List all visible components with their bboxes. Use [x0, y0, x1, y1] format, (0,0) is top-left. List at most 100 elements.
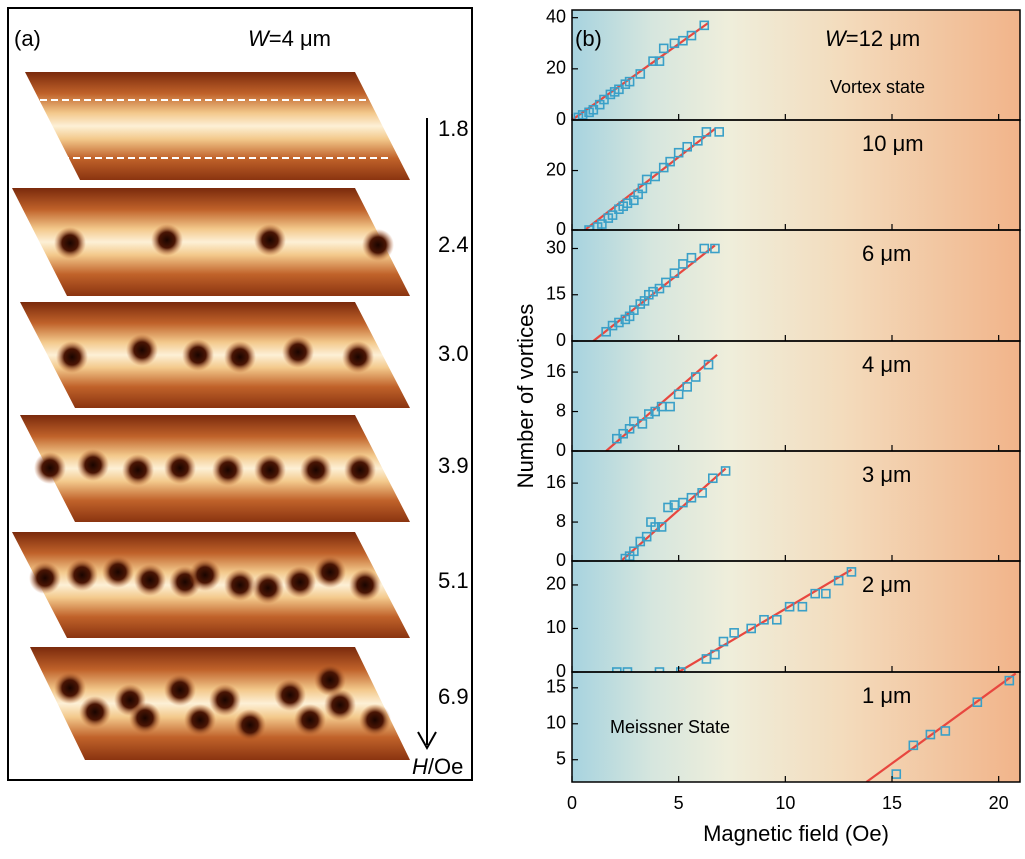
- y-tick-label: 0: [556, 550, 566, 570]
- y-tick-label: 20: [546, 159, 566, 179]
- vortex: [54, 672, 86, 704]
- x-tick-label: 10: [775, 793, 795, 813]
- arrow-head: [417, 731, 437, 751]
- data-point: [729, 628, 739, 638]
- label-text: 1 μm: [862, 683, 911, 708]
- vortex: [314, 664, 346, 696]
- vortex: [252, 572, 284, 604]
- data-point: [925, 729, 936, 740]
- data-point: [678, 35, 688, 46]
- data-point: [658, 43, 669, 54]
- panel-label: (a): [14, 26, 41, 51]
- data-point: [686, 492, 697, 503]
- y-tick-label: 40: [546, 6, 566, 26]
- fit-line: [572, 21, 710, 120]
- data-point: [710, 649, 720, 660]
- data-point: [678, 259, 688, 269]
- x-tick-label: 0: [567, 793, 577, 813]
- label-var: W: [825, 26, 848, 51]
- panel-a-frame: [7, 7, 473, 781]
- data-point: [678, 497, 688, 508]
- data-point: [650, 171, 661, 182]
- subplot-label: 10 μm: [862, 131, 924, 156]
- vortex: [129, 702, 161, 734]
- data-point: [665, 401, 675, 412]
- y-tick-label: 0: [556, 440, 566, 460]
- data-point: [607, 210, 618, 220]
- label-text: =12 μm: [846, 26, 920, 51]
- vortex: [300, 454, 332, 486]
- y-tick-label: 20: [546, 574, 566, 594]
- vortex: [189, 559, 221, 591]
- data-point: [720, 466, 731, 476]
- data-point: [797, 601, 808, 612]
- data-point: [701, 127, 712, 137]
- vortex: [324, 689, 356, 721]
- panel-a: (a) W=4 μm 1.8 2.4 3.0 3.9 5.1 6.9 H/Oe: [12, 26, 469, 779]
- vortex: [359, 704, 391, 736]
- data-point: [697, 488, 707, 498]
- label-text: 6 μm: [862, 241, 911, 266]
- data-point: [643, 409, 654, 419]
- data-point: [622, 198, 633, 209]
- data-point: [601, 326, 611, 337]
- state-note: Meissner State: [610, 717, 730, 737]
- vortex: [349, 569, 381, 601]
- fit-line: [584, 128, 716, 230]
- y-tick-label: 16: [546, 472, 566, 492]
- y-tick-label: 30: [546, 237, 566, 257]
- subplot: [611, 567, 857, 672]
- y-tick-label: 16: [546, 361, 566, 381]
- x-tick-label: 15: [882, 793, 902, 813]
- data-point: [658, 162, 669, 173]
- vortex: [184, 704, 216, 736]
- data-point: [637, 183, 648, 194]
- subplot-frame: [571, 671, 1021, 783]
- data-point: [641, 531, 652, 542]
- vortex: [182, 339, 214, 371]
- data-point: [821, 588, 831, 599]
- width-var: W: [248, 26, 271, 51]
- data-point: [629, 546, 639, 557]
- data-point: [699, 243, 710, 254]
- data-point: [614, 317, 624, 328]
- y-tick-label: 5: [556, 748, 566, 768]
- width-label: W=4 μm: [248, 26, 331, 51]
- vortex: [362, 229, 394, 261]
- axis-unit: /Oe: [428, 754, 463, 779]
- y-tick-label: 0: [556, 661, 566, 681]
- field-label: 3.0: [438, 341, 469, 366]
- label-text: 4 μm: [862, 352, 911, 377]
- y-tick-label: 10: [546, 617, 566, 637]
- data-point: [611, 667, 622, 672]
- label-text: 3 μm: [862, 462, 911, 487]
- vortex: [164, 674, 196, 706]
- data-point: [654, 667, 665, 672]
- data-point: [746, 623, 757, 634]
- vortex: [164, 452, 196, 484]
- subplot: [865, 672, 1017, 782]
- data-point: [940, 726, 951, 736]
- data-point: [686, 30, 697, 41]
- subplot-label: 4 μm: [862, 352, 911, 377]
- vortex: [126, 334, 158, 366]
- subplot: [584, 127, 725, 230]
- data-point: [654, 283, 665, 294]
- subplot-label: 6 μm: [862, 241, 911, 266]
- data-point: [588, 104, 599, 115]
- data-point: [673, 147, 684, 158]
- data-point: [714, 127, 725, 137]
- data-point: [908, 740, 919, 751]
- vortex: [56, 341, 88, 373]
- data-point: [699, 20, 710, 31]
- data-point: [611, 433, 622, 444]
- vortex: [66, 559, 98, 591]
- data-point: [682, 382, 693, 392]
- data-point: [693, 136, 703, 146]
- y-tick-label: 0: [556, 109, 566, 129]
- data-point: [635, 536, 646, 547]
- vortex: [282, 336, 314, 368]
- data-point: [637, 419, 648, 429]
- data-point: [972, 697, 983, 707]
